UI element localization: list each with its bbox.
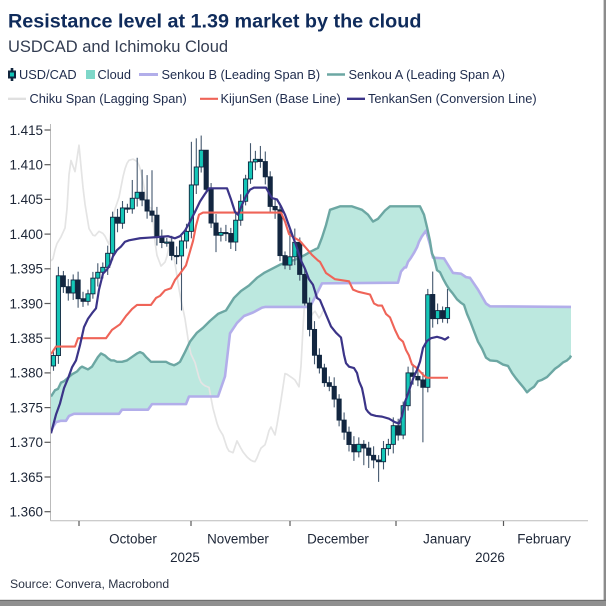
svg-text:TenkanSen (Conversion Line): TenkanSen (Conversion Line): [368, 91, 537, 106]
svg-text:1.400: 1.400: [9, 227, 43, 242]
svg-text:1.370: 1.370: [9, 435, 43, 450]
svg-text:USD/CAD: USD/CAD: [19, 67, 77, 82]
svg-text:1.360: 1.360: [9, 505, 43, 520]
svg-text:January: January: [423, 532, 471, 547]
svg-text:USDCAD and Ichimoku Cloud: USDCAD and Ichimoku Cloud: [8, 38, 228, 56]
svg-text:1.375: 1.375: [9, 400, 43, 415]
svg-text:Senkou A (Leading Span A): Senkou A (Leading Span A): [349, 67, 506, 82]
svg-text:1.365: 1.365: [9, 470, 43, 485]
svg-text:December: December: [307, 532, 369, 547]
svg-text:November: November: [207, 532, 269, 547]
svg-text:1.405: 1.405: [9, 192, 43, 207]
svg-text:1.410: 1.410: [9, 158, 43, 173]
svg-text:1.380: 1.380: [9, 366, 43, 381]
svg-text:Senkou B (Leading Span B): Senkou B (Leading Span B): [162, 67, 321, 82]
svg-text:1.390: 1.390: [9, 296, 43, 311]
svg-text:2025: 2025: [170, 550, 200, 565]
svg-text:February: February: [517, 532, 571, 547]
svg-text:1.415: 1.415: [9, 123, 43, 138]
svg-text:1.395: 1.395: [9, 262, 43, 277]
svg-text:1.385: 1.385: [9, 331, 43, 346]
svg-text:Chiku Span (Lagging Span): Chiku Span (Lagging Span): [30, 91, 187, 106]
svg-text:Source: Convera, Macrobond: Source: Convera, Macrobond: [10, 577, 169, 591]
svg-text:2026: 2026: [475, 550, 505, 565]
svg-text:October: October: [109, 532, 157, 547]
svg-text:Resistance level at 1.39 marke: Resistance level at 1.39 market by the c…: [8, 10, 421, 32]
svg-text:Cloud: Cloud: [98, 67, 131, 82]
svg-text:KijunSen (Base Line): KijunSen (Base Line): [221, 91, 341, 106]
